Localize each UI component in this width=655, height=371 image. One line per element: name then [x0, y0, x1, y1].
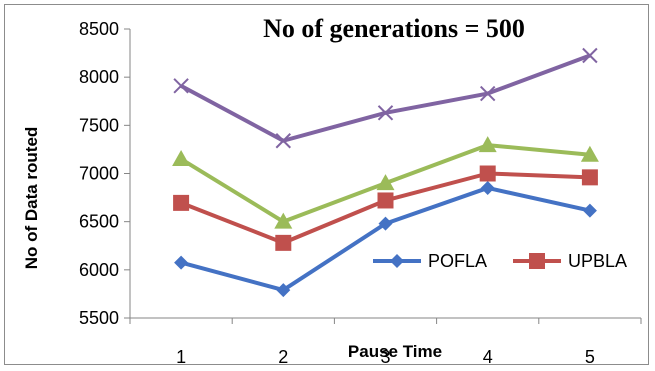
- data-point-marker: [378, 216, 393, 231]
- series-3: [172, 136, 599, 229]
- y-tick-label: 6000: [79, 260, 119, 280]
- marker-stroke: [582, 47, 598, 64]
- y-tick-label: 5500: [79, 308, 119, 328]
- data-point-marker: [174, 255, 189, 270]
- chart-frame: 5500 6000 6500 7000 7500 8000 8500 1 2 3 4 5 No of …: [4, 4, 649, 366]
- data-point-marker: [581, 169, 598, 186]
- data-point-marker: [377, 105, 394, 121]
- series-4: [173, 47, 598, 149]
- data-point-marker: [276, 283, 291, 298]
- chart-title: No of generations = 500: [263, 14, 525, 43]
- data-point-marker: [580, 145, 599, 162]
- marker-stroke: [479, 85, 496, 102]
- x-tick-label: 2: [278, 347, 288, 366]
- data-point-marker: [478, 136, 497, 153]
- data-point-marker: [479, 85, 496, 102]
- x-tick-label: 1: [176, 347, 186, 366]
- legend-label: POFLA: [428, 251, 487, 271]
- x-tick-label: 5: [585, 347, 595, 366]
- y-tick-label: 8500: [79, 19, 119, 39]
- marker-stroke: [275, 133, 292, 149]
- x-axis-title: Pause Time: [348, 342, 442, 361]
- x-tick-label: 4: [483, 347, 493, 366]
- data-point-marker: [376, 174, 395, 191]
- x-tick-label: 3: [380, 347, 390, 366]
- series-upbla: [173, 165, 598, 251]
- y-tick-label: 7000: [79, 164, 119, 184]
- data-point-marker: [480, 180, 495, 195]
- legend-item-pofla: POFLA: [373, 251, 487, 271]
- data-point-marker: [173, 194, 190, 211]
- data-point-marker: [173, 78, 189, 94]
- data-point-marker: [275, 133, 292, 149]
- data-point-marker: [390, 254, 404, 268]
- data-point-marker: [479, 165, 496, 182]
- data-point-marker: [172, 150, 191, 167]
- data-point-marker: [274, 212, 293, 229]
- legend-label: UPBLA: [568, 251, 627, 271]
- y-axis-title: No of Data routed: [22, 127, 41, 270]
- marker-stroke: [173, 78, 189, 94]
- marker-stroke: [377, 105, 394, 121]
- data-point-marker: [377, 192, 394, 209]
- y-tick-label: 8000: [79, 67, 119, 87]
- line-chart: 5500 6000 6500 7000 7500 8000 8500 1 2 3 4 5 No of …: [22, 14, 642, 366]
- series-line: [180, 53, 591, 143]
- y-tick-label: 7500: [79, 115, 119, 135]
- data-point-marker: [582, 47, 598, 64]
- y-tick-label: 6500: [79, 212, 119, 232]
- data-point-marker: [275, 234, 292, 251]
- legend-item-upbla: UPBLA: [513, 251, 627, 271]
- data-point-marker: [529, 253, 545, 269]
- legend: POFLA UPBLA: [373, 251, 627, 271]
- series-pofla: [174, 180, 597, 298]
- data-point-marker: [582, 203, 597, 218]
